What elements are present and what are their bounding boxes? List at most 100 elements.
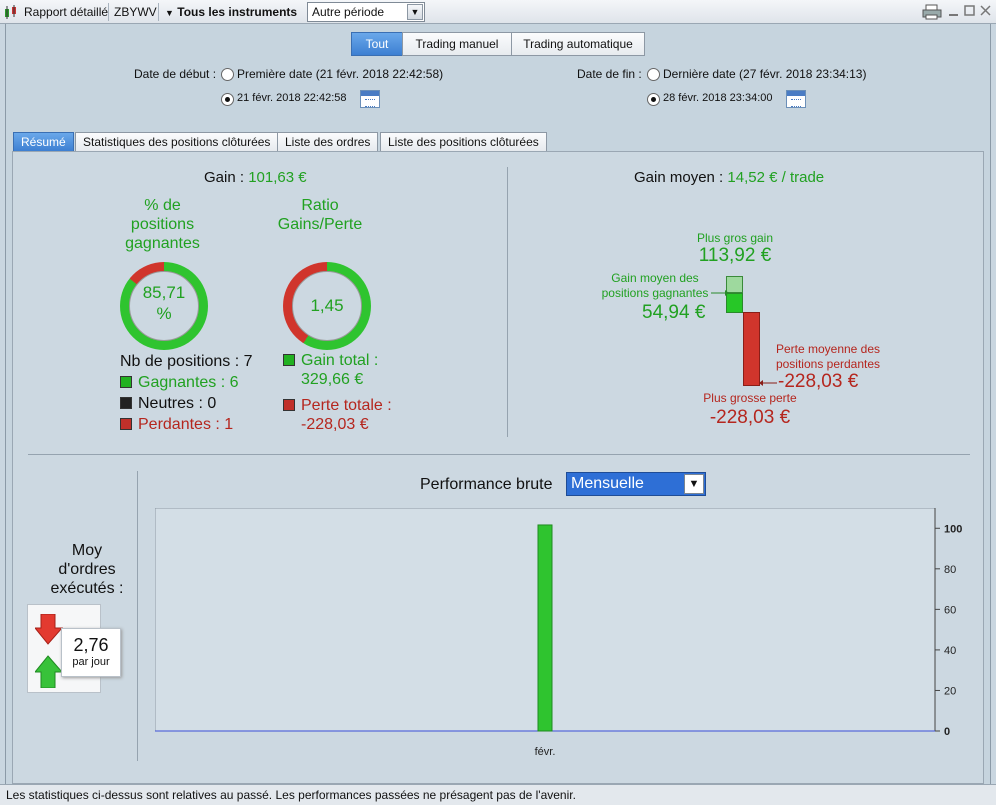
ratio-title-1: Ratio — [301, 197, 339, 214]
tab-closed-stats[interactable]: Statistiques des positions clôturées — [75, 132, 279, 151]
end-last-label: Dernière date (27 févr. 2018 23:34:13) — [663, 67, 867, 81]
legend-square — [283, 354, 295, 366]
vertical-divider — [137, 471, 138, 761]
winners-count: Gagnantes : 6 — [138, 374, 239, 391]
performance-period-select[interactable]: Mensuelle ▼ — [566, 472, 706, 496]
end-date-label: Date de fin : — [577, 67, 642, 81]
report-title: Rapport détaillé — [24, 5, 109, 19]
avg-loss-value: -228,03 € — [778, 371, 859, 392]
start-date-label: Date de début : — [134, 67, 217, 81]
win-pct-title: % de positions gagnantes — [110, 196, 215, 253]
avg-win-bar — [726, 276, 743, 293]
gain-total-label: Gain total : — [301, 352, 379, 369]
win-pct-number: 85,71 — [142, 283, 186, 302]
printer-icon[interactable] — [922, 4, 942, 20]
start-custom-radio[interactable] — [221, 93, 234, 106]
orders-value-box: 2,76 par jour — [61, 628, 121, 677]
segment-auto[interactable]: Trading automatique — [511, 32, 645, 56]
orders-title: Moy d'ordres exécutés : — [28, 541, 146, 598]
avg-loss-label-2: positions perdantes — [775, 357, 881, 371]
start-custom-date[interactable]: 21 févr. 2018 22:42:58 — [237, 92, 347, 104]
losers-count: Perdantes : 1 — [138, 416, 234, 433]
gain-value: 101,63 € — [248, 169, 307, 186]
legend-square — [120, 376, 132, 388]
gain-summary: Gain : 101,63 € — [204, 169, 307, 186]
biggest-loss-value: -228,03 € — [709, 407, 791, 428]
orders-arrows-icon — [35, 614, 63, 688]
y-tick-label: 40 — [944, 645, 956, 657]
orders-value: 2,76 — [73, 635, 109, 655]
biggest-loss-label: Plus grosse perte — [703, 391, 797, 405]
positions-counts: Nb de positions : 7 Gagnantes : 6 Neutre… — [120, 351, 253, 435]
ratio-title: Ratio Gains/Perte — [270, 196, 370, 234]
ratio-value: 1,45 — [292, 271, 362, 341]
neutral-count: Neutres : 0 — [138, 395, 217, 412]
avg-win-value: 54,94 € — [642, 302, 706, 323]
tab-summary[interactable]: Résumé — [13, 132, 74, 151]
win-pct-title-1: % de — [144, 197, 181, 214]
avg-loss-label-1: Perte moyenne des — [775, 342, 881, 356]
win-pct-title-3: gagnantes — [125, 235, 200, 252]
end-custom-date[interactable]: 28 févr. 2018 23:34:00 — [663, 92, 773, 104]
positions-total: Nb de positions : 7 — [120, 353, 253, 370]
gain-total-value: 329,66 € — [301, 371, 364, 388]
avg-win-label-2: positions gagnantes — [601, 286, 709, 300]
win-pct-title-2: positions — [130, 216, 195, 233]
tab-closed-positions[interactable]: Liste des positions clôturées — [380, 132, 547, 151]
instruments-dropdown[interactable]: ▼ Tous les instruments — [165, 5, 297, 19]
start-first-radio[interactable] — [221, 68, 234, 81]
end-last-radio[interactable] — [647, 68, 660, 81]
chart-candles-icon — [5, 5, 16, 19]
win-pct-gauge: 85,71 % — [120, 262, 208, 350]
win-pct-value: 85,71 % — [129, 271, 199, 341]
biggest-gain-value: 113,92 € — [698, 245, 772, 266]
legend-square — [120, 397, 132, 409]
loss-total-label: Perte totale : — [301, 397, 392, 414]
orders-unit: par jour — [72, 656, 110, 668]
calendar-icon[interactable] — [786, 90, 806, 108]
biggest-gain-bar — [726, 293, 743, 313]
period-value: Autre période — [312, 5, 385, 19]
instruments-label: Tous les instruments — [177, 5, 298, 19]
gain-label: Gain : — [204, 169, 245, 186]
period-select[interactable]: Autre période ▼ — [307, 2, 425, 22]
performance-title: Performance brute — [420, 476, 553, 493]
chevron-down-icon[interactable]: ▼ — [684, 474, 704, 494]
avg-gain-value: 14,52 € / trade — [727, 169, 825, 186]
account-label[interactable]: ZBYWV — [114, 5, 157, 19]
biggest-gain-label: Plus gros gain — [696, 231, 774, 245]
maximize-icon[interactable] — [964, 5, 976, 17]
calendar-icon[interactable] — [360, 90, 380, 108]
segment-manual[interactable]: Trading manuel — [402, 32, 512, 56]
arrow-left-icon — [759, 380, 777, 386]
bar-fvr — [537, 524, 553, 732]
close-icon[interactable] — [980, 5, 992, 17]
y-tick-label: 60 — [944, 604, 956, 616]
status-bar: Les statistiques ci-dessus sont relative… — [0, 784, 996, 805]
start-first-label: Première date (21 févr. 2018 22:42:58) — [237, 67, 444, 81]
minimize-icon[interactable] — [948, 5, 960, 17]
segment-all[interactable]: Tout — [351, 32, 403, 56]
x-tick-label: févr. — [535, 746, 556, 758]
end-custom-radio[interactable] — [647, 93, 660, 106]
top-toolbar: Rapport détaillé ZBYWV ▼ Tous les instru… — [0, 0, 996, 24]
y-tick-label: 20 — [944, 685, 956, 697]
avg-gain-summary: Gain moyen : 14,52 € / trade — [634, 169, 824, 186]
ratio-title-2: Gains/Perte — [277, 216, 363, 233]
avg-win-label: Gain moyen des positions gagnantes — [600, 271, 710, 301]
horizontal-divider — [28, 454, 970, 455]
loss-bar — [743, 312, 760, 386]
avg-loss-label: Perte moyenne des positions perdantes — [768, 342, 888, 372]
avg-win-label-1: Gain moyen des — [611, 271, 699, 285]
orders-title-2: d'ordres — [58, 561, 116, 578]
orders-title-3: exécutés : — [50, 580, 124, 597]
loss-total-value: -228,03 € — [301, 416, 369, 433]
tab-orders[interactable]: Liste des ordres — [277, 132, 379, 151]
chevron-down-icon[interactable]: ▼ — [407, 4, 423, 20]
legend-square — [283, 399, 295, 411]
orders-title-1: Moy — [71, 542, 103, 559]
y-tick-label: 80 — [944, 564, 956, 576]
performance-chart: 0 20 40 60 80 100 févr. — [155, 508, 962, 758]
performance-period-value: Mensuelle — [571, 475, 644, 492]
legend-square — [120, 418, 132, 430]
